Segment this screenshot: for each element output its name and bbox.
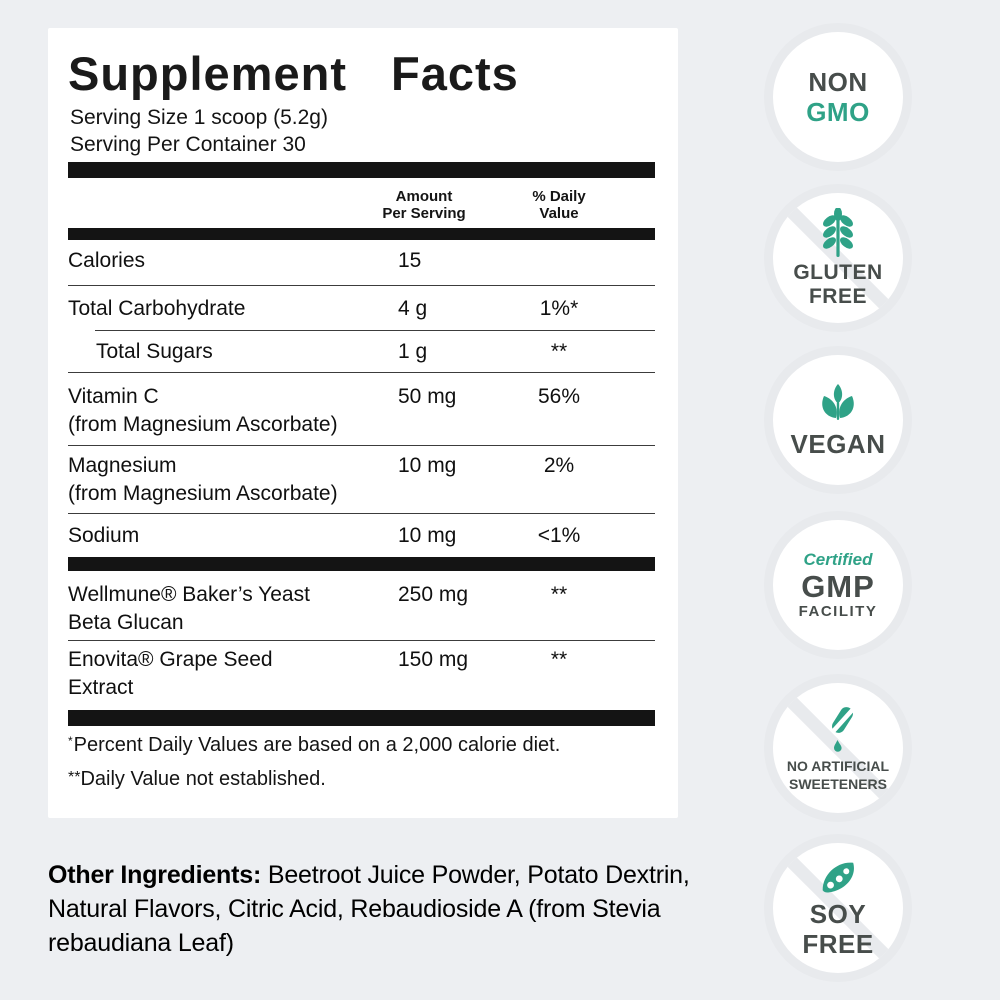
other-ingredients-label: Other Ingredients: [48, 861, 262, 889]
table-row-wellmune-beta-glucan: Wellmune® Baker’s Yeast Beta Glucan 250 … [68, 583, 568, 634]
pea-pod-icon [822, 862, 854, 892]
footnote-dv-not-established: **Daily Value not established. [68, 768, 326, 790]
divider-bar-medium [68, 557, 655, 571]
table-row-enovita-grape-seed: Enovita® Grape Seed Extract 150 mg ** [68, 648, 568, 699]
serving-size: Serving Size 1 scoop (5.2g) [70, 106, 328, 129]
footnote-daily-values: *Percent Daily Values are based on a 2,0… [68, 734, 561, 756]
table-row-calories: Calories 15 [68, 249, 422, 272]
wheat-icon [823, 207, 853, 257]
panel-title: Supplement Facts [68, 47, 519, 100]
row-divider [68, 285, 655, 286]
table-row-vitamin-c: Vitamin C (from Magnesium Ascorbate) 50 … [68, 385, 581, 436]
other-ingredients-text: Beetroot Juice Powder, Potato Dextrin, N… [48, 861, 690, 957]
servings-per-container: Serving Per Container 30 [70, 133, 306, 156]
supplement-facts-panel: Supplement Facts Serving Size 1 scoop (5… [48, 28, 678, 818]
row-divider [68, 513, 655, 514]
divider-bar-thick [68, 162, 655, 178]
row-divider [95, 330, 655, 331]
table-row-magnesium: Magnesium (from Magnesium Ascorbate) 10 … [68, 454, 575, 505]
row-divider [68, 445, 655, 446]
badge-gmp-facility: Certified GMP FACILITY [764, 511, 912, 659]
badge-non-gmo: NON GMO [764, 23, 912, 171]
badge-no-artificial-sweeteners: NO ARTIFICIAL SWEETENERS [764, 674, 912, 822]
row-divider [68, 372, 655, 373]
badge-soy-free: SOY FREE [764, 834, 912, 982]
other-ingredients: Other Ingredients: Beetroot Juice Powder… [48, 858, 698, 960]
table-row-total-sugars: Total Sugars 1 g ** [96, 340, 568, 363]
leaf-icon [822, 383, 854, 420]
badge-gluten-free: GLUTEN FREE [764, 184, 912, 332]
table-row-total-carbohydrate: Total Carbohydrate 4 g 1%* [68, 297, 579, 320]
badge-vegan: VEGAN [764, 346, 912, 494]
column-header-daily-value: % Daily Value [532, 188, 586, 222]
column-header-amount: Amount Per Serving [382, 188, 466, 222]
dropper-icon [831, 706, 855, 752]
divider-bar-medium [68, 228, 655, 240]
row-divider [68, 640, 655, 641]
divider-bar-thick [68, 710, 655, 726]
table-row-sodium: Sodium 10 mg <1% [68, 524, 581, 547]
